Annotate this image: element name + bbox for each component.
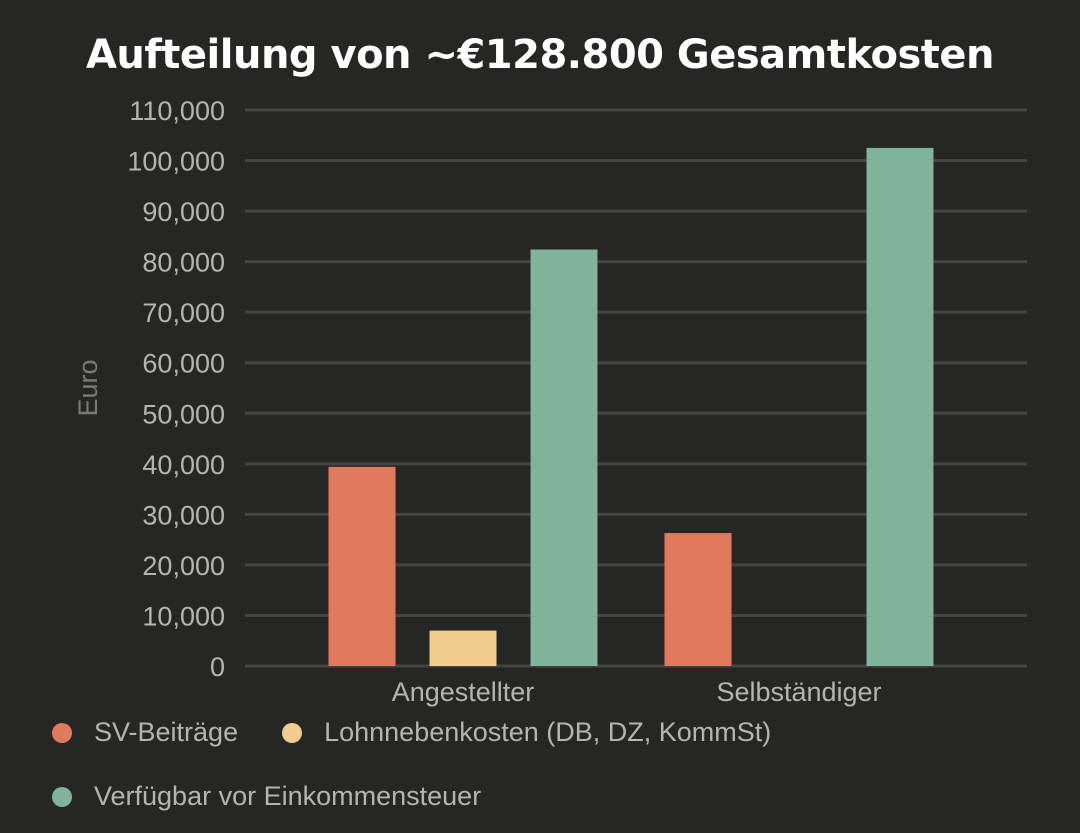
legend-row-1: SV-Beiträge Lohnnebenkosten (DB, DZ, Kom… xyxy=(52,717,815,748)
y-tick-label: 20,000 xyxy=(142,551,225,581)
y-tick-label: 30,000 xyxy=(142,500,225,530)
bar-chart: 0 10,000 20,000 30,000 40,000 50,000 60,000 70,… xyxy=(73,96,1027,707)
legend-item-sv[interactable]: SV-Beiträge xyxy=(52,717,238,748)
y-tick-label: 80,000 xyxy=(142,248,225,278)
bar-1-0[interactable] xyxy=(664,533,732,666)
x-category-label: Selbständiger xyxy=(716,677,881,707)
y-tick-label: 110,000 xyxy=(129,96,225,126)
bar-0-0[interactable] xyxy=(328,466,396,666)
y-axis-label: Euro xyxy=(73,359,103,416)
y-tick-label: 100,000 xyxy=(127,147,225,177)
legend-swatch xyxy=(52,786,72,807)
y-tick-label: 40,000 xyxy=(142,450,225,480)
bar-1-2[interactable] xyxy=(866,147,934,667)
y-tick-label: 50,000 xyxy=(142,399,225,429)
legend-item-verfuegbar[interactable]: Verfügbar vor Einkommensteuer xyxy=(52,781,481,812)
legend-label: Verfügbar vor Einkommensteuer xyxy=(94,781,482,811)
legend-label: SV-Beiträge xyxy=(94,717,239,747)
y-tick-label: 60,000 xyxy=(142,349,225,379)
bar-0-1[interactable] xyxy=(429,630,497,666)
chart-title: Aufteilung von ~€128.800 Gesamtkosten xyxy=(85,32,995,78)
legend-row-2: Verfügbar vor Einkommensteuer xyxy=(52,781,525,812)
x-category-label: Angestellter xyxy=(392,677,535,707)
legend-item-lohnnebenkosten[interactable]: Lohnnebenkosten (DB, DZ, KommSt) xyxy=(282,717,771,748)
y-tick-label: 0 xyxy=(210,652,225,682)
legend-swatch xyxy=(282,722,303,743)
legend-swatch xyxy=(52,722,72,743)
y-tick-label: 70,000 xyxy=(142,298,225,328)
bar-0-2[interactable] xyxy=(530,249,598,667)
y-tick-label: 90,000 xyxy=(142,197,225,227)
legend-label: Lohnnebenkosten (DB, DZ, KommSt) xyxy=(324,717,772,747)
y-tick-label: 10,000 xyxy=(142,601,225,631)
